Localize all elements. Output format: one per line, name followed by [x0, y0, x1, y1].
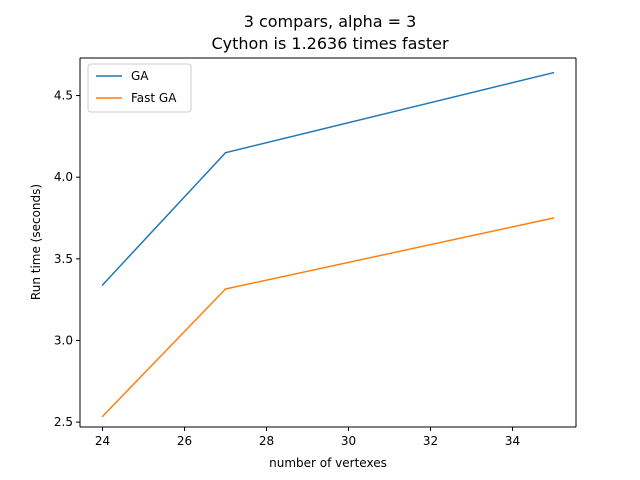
data-point [224, 151, 227, 154]
x-tick-label: 30 [341, 434, 356, 448]
data-point [101, 415, 104, 418]
axes-frame [79, 57, 577, 428]
x-tick-label: 24 [95, 434, 110, 448]
y-tick-label: 2.5 [54, 415, 73, 429]
y-axis-ticks: 2.5 3.0 3.5 4.0 4.5 [54, 89, 80, 429]
legend-label-1: Fast GA [131, 91, 177, 105]
series-layer [101, 71, 555, 418]
y-tick-label: 3.5 [54, 252, 73, 266]
legend: GA Fast GA [87, 63, 192, 113]
x-tick-label: 32 [423, 434, 438, 448]
y-tick-label: 4.0 [54, 170, 73, 184]
data-point [552, 217, 555, 219]
data-point [224, 288, 227, 290]
x-axis-ticks: 24 26 28 30 32 34 [95, 427, 520, 448]
x-axis-label: number of vertexes [269, 456, 387, 470]
chart-title-line-1: 3 compars, alpha = 3 [244, 12, 417, 31]
x-tick-label: 34 [505, 434, 520, 448]
plot-area [80, 58, 576, 427]
chart-title-line-2: Cython is 1.2636 times faster [211, 34, 448, 53]
legend-label-0: GA [131, 69, 149, 83]
x-tick-label: 26 [177, 434, 192, 448]
y-tick-label: 3.0 [54, 333, 73, 347]
data-point [552, 71, 555, 74]
x-tick-label: 28 [259, 434, 274, 448]
y-axis-label: Run time (seconds) [29, 184, 43, 300]
plot-background [80, 58, 576, 427]
data-point [101, 284, 104, 286]
y-tick-label: 4.5 [54, 89, 73, 103]
